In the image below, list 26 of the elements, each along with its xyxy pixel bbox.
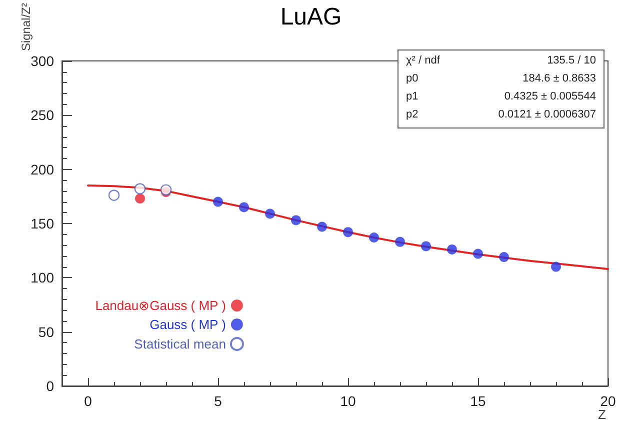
x-tick-label: 20: [600, 393, 616, 409]
x-tick-label: 10: [340, 393, 356, 409]
chart-title: LuAG: [280, 4, 342, 30]
y-tick-label: 250: [30, 107, 54, 124]
x-axis-title: Z: [598, 407, 606, 422]
annotation: 184.6 ± 0.8633: [522, 72, 596, 84]
legend-label: Landau⊗Gauss ( MP ): [95, 298, 226, 313]
annotation: χ² / ndf: [406, 54, 441, 66]
annotation: 135.5 / 10: [547, 54, 596, 66]
annotation: p2: [406, 108, 418, 120]
legend-label: Gauss ( MP ): [150, 317, 226, 332]
x-tick-label: 0: [84, 393, 92, 409]
y-tick-label: 300: [30, 52, 54, 69]
x-tick-label: 15: [470, 393, 486, 409]
y-tick-label: 50: [38, 324, 54, 340]
y-axis-title: Signal/Z²: [19, 3, 33, 52]
annotation: p0: [406, 72, 418, 84]
y-tick-label: 0: [46, 378, 54, 394]
y-tick-label: 150: [30, 215, 54, 232]
annotation: 0.0121 ± 0.0006307: [498, 108, 596, 120]
y-tick-label: 100: [30, 270, 54, 286]
annotation: 0.4325 ± 0.005544: [504, 90, 596, 102]
y-tick-label: 200: [30, 161, 54, 178]
legend-label: Statistical mean: [134, 336, 226, 352]
annotation: p1: [406, 90, 418, 102]
x-tick-label: 5: [214, 393, 222, 409]
